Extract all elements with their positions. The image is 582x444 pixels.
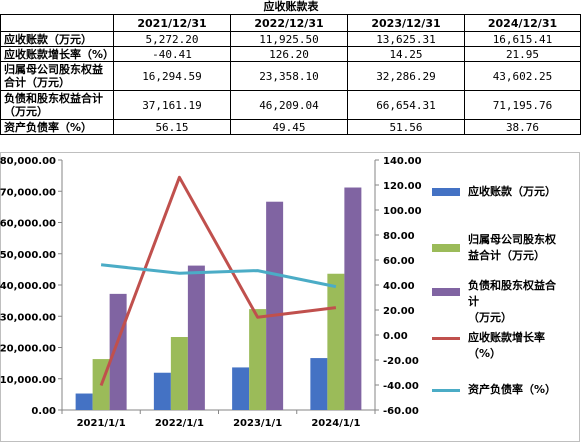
table-cell: 49.45 <box>230 119 348 135</box>
y-tick-label-right: 140.00 <box>383 156 422 167</box>
legend-text-line: 负债和股东权益合 <box>468 279 556 292</box>
y-tick-label-left: 40,000.00 <box>0 281 56 292</box>
bar-2 <box>170 337 188 410</box>
legend-label: 应收账款（万元） <box>468 184 578 200</box>
y-tick-label-left: 50,000.00 <box>0 250 56 261</box>
bar-1 <box>153 372 171 410</box>
y-tick-label-right: 120.00 <box>383 181 422 192</box>
legend-text-line: 益合计（万元） <box>468 249 545 262</box>
legend-label: 应收账款增长率 （%） <box>468 330 578 362</box>
y-tick-label-left: 10,000.00 <box>0 375 56 386</box>
line-series-1 <box>99 175 337 387</box>
table-header-cell: 2023/12/31 <box>347 14 465 32</box>
legend-swatch <box>432 337 460 340</box>
x-tick-label: 2024/1/1 <box>311 418 360 429</box>
legend-label: 资产负债率（%） <box>468 382 578 398</box>
y-tick-label-right: 0.00 <box>383 331 408 342</box>
row-label: 负债和股东权益合计（万元） <box>0 90 114 120</box>
table-header-cell <box>0 14 114 32</box>
legend-swatch <box>432 389 460 392</box>
table-cell: 71,195.76 <box>464 90 581 120</box>
table-row: 资产负债率（%） 56.15 49.45 51.56 38.76 <box>0 119 581 135</box>
bar-1 <box>75 393 93 410</box>
y-tick-label-right: -60.00 <box>383 406 419 417</box>
legend-text-line: 计 <box>468 295 479 308</box>
y-tick-label-right: 40.00 <box>383 281 415 292</box>
legend-text-line: （万元） <box>468 311 512 324</box>
y-tick-label-left: 30,000.00 <box>0 312 56 323</box>
table-row: 归属母公司股东权益合计（万元） 16,294.59 23,358.10 32,2… <box>0 61 581 91</box>
table-cell: 13,625.31 <box>347 31 465 47</box>
table-row: 应收账款（万元） 5,272.20 11,925.50 13,625.31 16… <box>0 31 581 47</box>
table-cell: 5,272.20 <box>113 31 231 47</box>
bar-1 <box>310 358 328 410</box>
table-header-cell: 2022/12/31 <box>230 14 348 32</box>
bar-1 <box>232 367 250 410</box>
table-cell: 21.95 <box>464 46 581 62</box>
table-cell: 11,925.50 <box>230 31 348 47</box>
table-cell: 43,602.25 <box>464 61 581 91</box>
data-table: 2021/12/31 2022/12/31 2023/12/31 2024/12… <box>0 14 581 135</box>
bar-3 <box>187 265 205 410</box>
legend-label: 归属母公司股东权 益合计（万元） <box>468 232 578 264</box>
x-tick-label: 2022/1/1 <box>155 418 204 429</box>
table-cell: 126.20 <box>230 46 348 62</box>
table-cell: 56.15 <box>113 119 231 135</box>
legend-swatch <box>432 244 460 252</box>
y-tick-label-right: 60.00 <box>383 256 415 267</box>
table-cell: 66,654.31 <box>347 90 465 120</box>
table-row: 负债和股东权益合计（万元） 37,161.19 46,209.04 66,654… <box>0 90 581 120</box>
legend-text-line: 应收账款（万元） <box>468 185 556 198</box>
y-tick-label-left: 80,000.00 <box>0 156 56 167</box>
table-cell: 37,161.19 <box>113 90 231 120</box>
combo-chart: 0.00 10,000.00 20,000.00 30,000.00 40,000.00… <box>0 156 422 429</box>
chart-frame <box>0 152 580 442</box>
table-cell: 23,358.10 <box>230 61 348 91</box>
bar-3 <box>109 293 127 410</box>
table-cell: 32,286.29 <box>347 61 465 91</box>
table-cell: 38.76 <box>464 119 581 135</box>
table-header-cell: 2021/12/31 <box>113 14 231 32</box>
legend-swatch <box>432 288 460 296</box>
bar-2 <box>327 273 345 410</box>
row-label: 应收账款增长率（%） <box>0 46 114 62</box>
y-tick-label-right: 20.00 <box>383 306 415 317</box>
y-tick-label-left: 20,000.00 <box>0 344 56 355</box>
y-tick-label-left: 60,000.00 <box>0 219 56 230</box>
row-label: 归属母公司股东权益合计（万元） <box>0 61 114 91</box>
table-header-cell: 2024/12/31 <box>464 14 581 32</box>
legend-text-line: 资产负债率（%） <box>468 383 557 396</box>
table-cell: -40.41 <box>113 46 231 62</box>
y-tick-label-left: 0.00 <box>31 406 56 417</box>
y-tick-label-right: -40.00 <box>383 381 419 392</box>
row-label: 应收账款（万元） <box>0 31 114 47</box>
table-cell: 16,615.41 <box>464 31 581 47</box>
table-cell: 51.56 <box>347 119 465 135</box>
x-tick-label: 2021/1/1 <box>77 418 126 429</box>
table-cell: 16,294.59 <box>113 61 231 91</box>
legend-swatch <box>432 188 460 196</box>
bar-3 <box>344 187 362 410</box>
y-tick-label-left: 70,000.00 <box>0 187 56 198</box>
table-title: 应收账款表 <box>263 0 319 13</box>
line-series-2 <box>100 263 337 289</box>
y-tick-label-right: 80.00 <box>383 231 415 242</box>
y-tick-label-right: -20.00 <box>383 356 419 367</box>
x-tick-label: 2023/1/1 <box>233 418 282 429</box>
row-label: 资产负债率（%） <box>0 119 114 135</box>
table-row: 应收账款增长率（%） -40.41 126.20 14.25 21.95 <box>0 46 581 62</box>
legend-text-line: 应收账款增长率 <box>468 331 545 344</box>
table-header-row: 2021/12/31 2022/12/31 2023/12/31 2024/12… <box>0 14 581 32</box>
legend-text-line: （%） <box>468 347 502 360</box>
table-cell: 46,209.04 <box>230 90 348 120</box>
legend-text-line: 归属母公司股东权 <box>468 233 556 246</box>
bar-3 <box>266 201 284 410</box>
y-tick-label-right: 100.00 <box>383 206 422 217</box>
bar-2 <box>249 309 267 410</box>
table-cell: 14.25 <box>347 46 465 62</box>
legend-label: 负债和股东权益合 计 （万元） <box>468 278 578 326</box>
